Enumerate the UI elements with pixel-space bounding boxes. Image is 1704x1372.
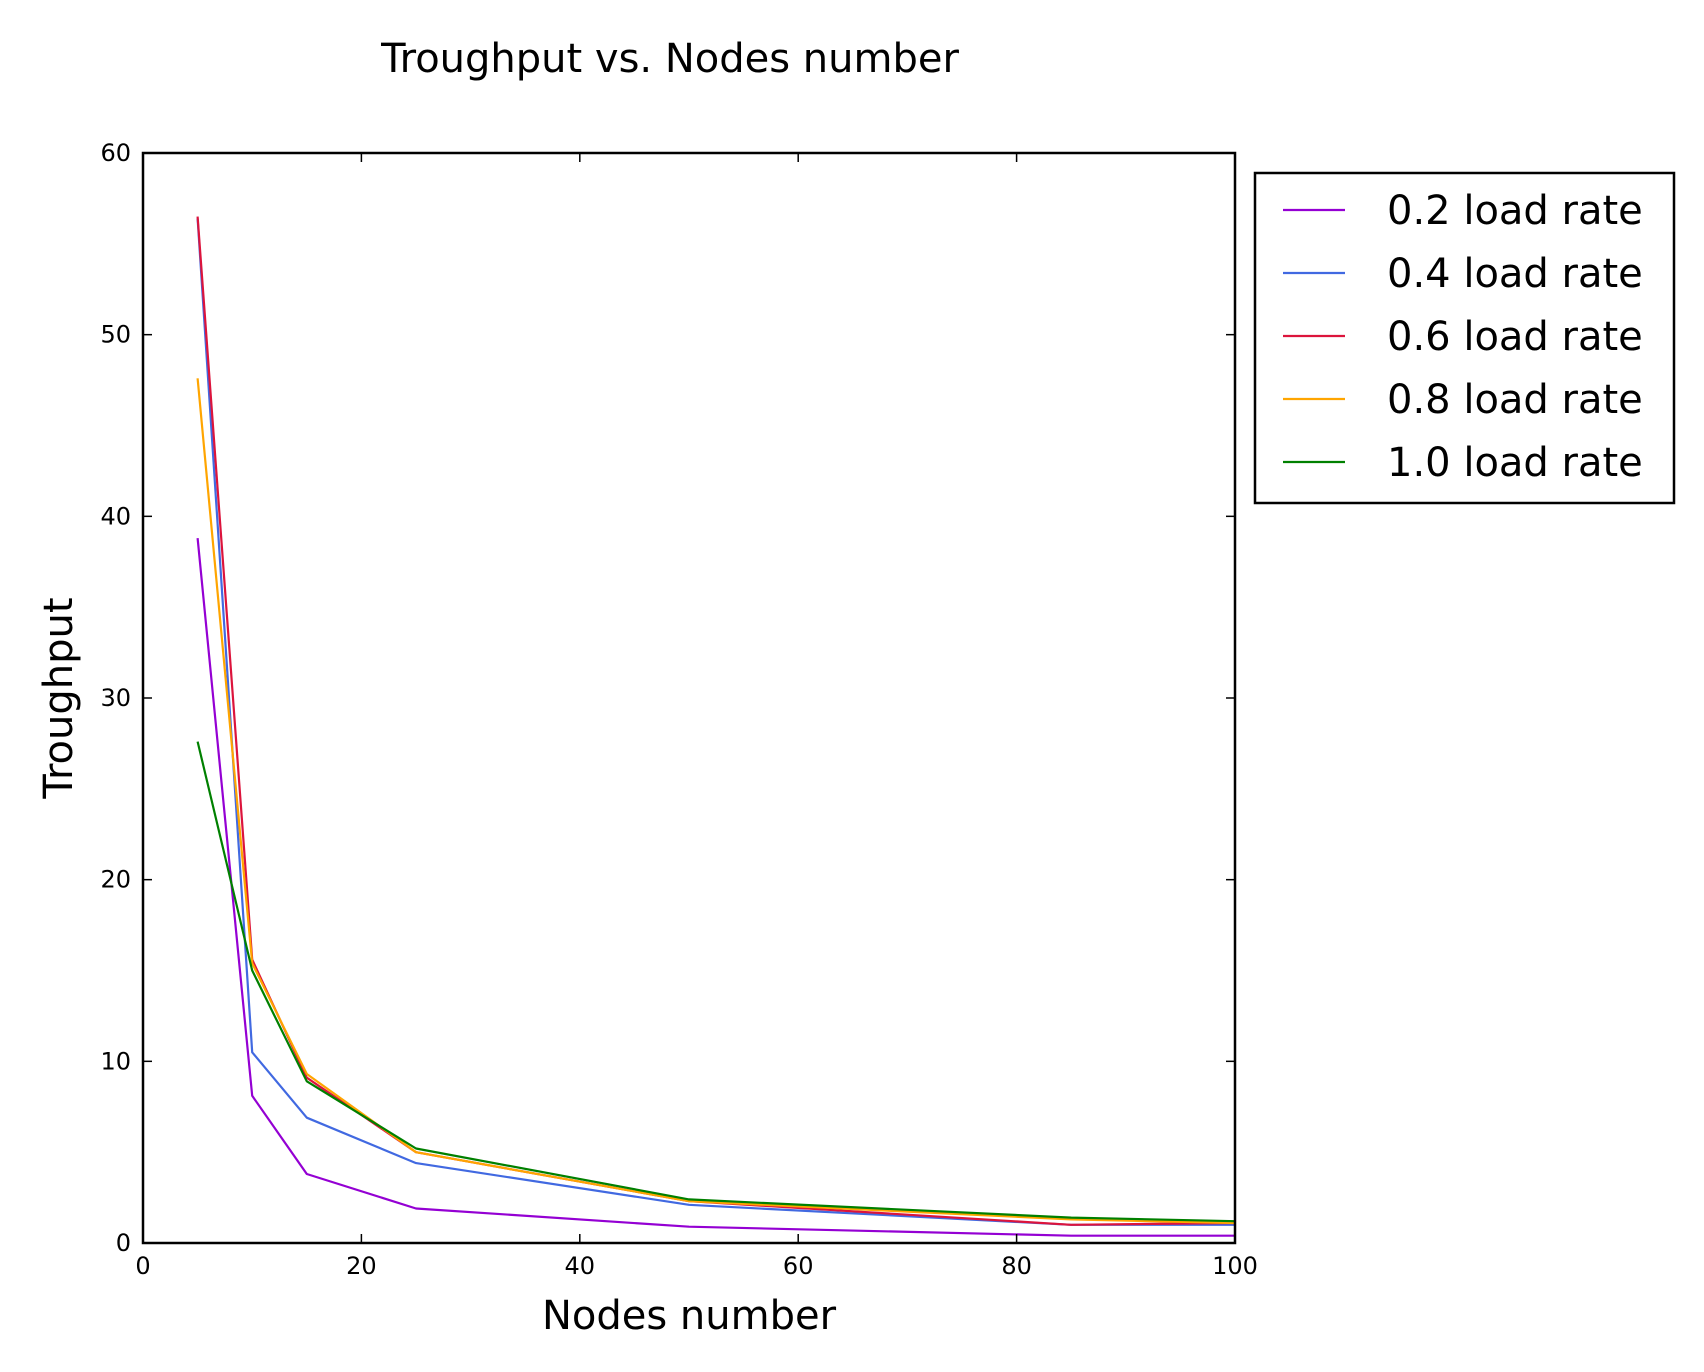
series-line-0 (196, 537, 1235, 1237)
legend-frame (1253, 171, 1676, 505)
legend: 0.2 load rate 0.4 load rate 0.6 load rate 0… (1253, 171, 1676, 505)
x-tick-label: 60 (783, 1252, 814, 1280)
series-layer (196, 216, 1236, 1237)
y-tick-label: 10 (100, 1047, 131, 1075)
y-tick-label: 50 (100, 321, 131, 349)
legend-entries: 0.2 load rate 0.4 load rate 0.6 load rate 0… (1283, 188, 1643, 486)
legend-label-0: 0.2 load rate (1387, 188, 1643, 234)
legend-label-3: 0.8 load rate (1387, 377, 1643, 423)
y-tick-label: 0 (116, 1229, 131, 1257)
y-tick-label: 60 (100, 139, 131, 167)
ticks-layer: 0 20 40 60 80 100 0 10 20 30 40 50 60 (100, 139, 1257, 1280)
x-tick-label: 80 (1001, 1252, 1032, 1280)
x-tick-label: 100 (1212, 1252, 1258, 1280)
legend-label-2: 0.6 load rate (1387, 314, 1643, 360)
plot-background (143, 153, 1235, 1243)
y-tick-label: 40 (100, 502, 131, 530)
y-tick-label: 20 (100, 866, 131, 894)
y-tick-label: 30 (100, 684, 131, 712)
plot-area: 0 20 40 60 80 100 0 10 20 30 40 50 60 (100, 139, 1257, 1280)
x-tick-label: 40 (565, 1252, 596, 1280)
x-axis-title: Nodes number (542, 1293, 837, 1339)
y-axis-title: Troughput (36, 597, 82, 799)
legend-label-1: 0.4 load rate (1387, 251, 1643, 297)
series-line-3 (196, 378, 1236, 1225)
legend-label-4: 1.0 load rate (1387, 440, 1643, 486)
x-tick-label: 0 (135, 1252, 150, 1280)
x-tick-label: 20 (346, 1252, 377, 1280)
chart-title: Troughput vs. Nodes number (380, 36, 959, 82)
series-line-4 (196, 741, 1236, 1223)
